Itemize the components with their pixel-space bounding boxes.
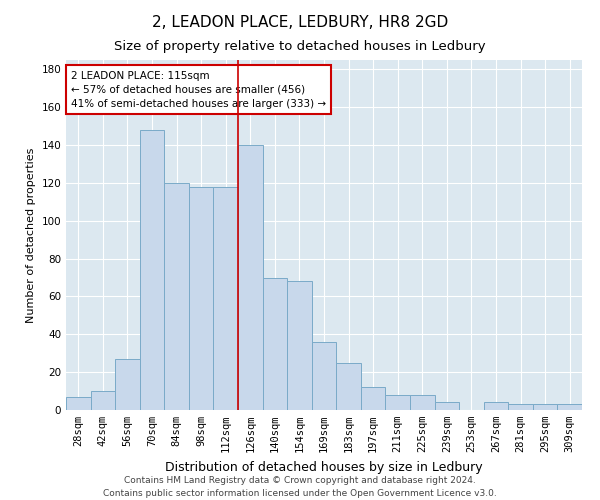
Bar: [312, 342, 336, 410]
Bar: [214, 187, 238, 410]
Bar: [287, 282, 312, 410]
Bar: [484, 402, 508, 410]
Bar: [140, 130, 164, 410]
Bar: [434, 402, 459, 410]
Bar: [263, 278, 287, 410]
Bar: [115, 359, 140, 410]
Text: Contains HM Land Registry data © Crown copyright and database right 2024.
Contai: Contains HM Land Registry data © Crown c…: [103, 476, 497, 498]
Y-axis label: Number of detached properties: Number of detached properties: [26, 148, 36, 322]
Bar: [91, 391, 115, 410]
X-axis label: Distribution of detached houses by size in Ledbury: Distribution of detached houses by size …: [165, 460, 483, 473]
Bar: [238, 145, 263, 410]
Text: 2 LEADON PLACE: 115sqm
← 57% of detached houses are smaller (456)
41% of semi-de: 2 LEADON PLACE: 115sqm ← 57% of detached…: [71, 70, 326, 108]
Bar: [508, 404, 533, 410]
Bar: [336, 362, 361, 410]
Bar: [533, 404, 557, 410]
Bar: [361, 388, 385, 410]
Bar: [385, 395, 410, 410]
Text: Size of property relative to detached houses in Ledbury: Size of property relative to detached ho…: [114, 40, 486, 53]
Bar: [557, 404, 582, 410]
Bar: [410, 395, 434, 410]
Text: 2, LEADON PLACE, LEDBURY, HR8 2GD: 2, LEADON PLACE, LEDBURY, HR8 2GD: [152, 15, 448, 30]
Bar: [189, 187, 214, 410]
Bar: [66, 397, 91, 410]
Bar: [164, 183, 189, 410]
